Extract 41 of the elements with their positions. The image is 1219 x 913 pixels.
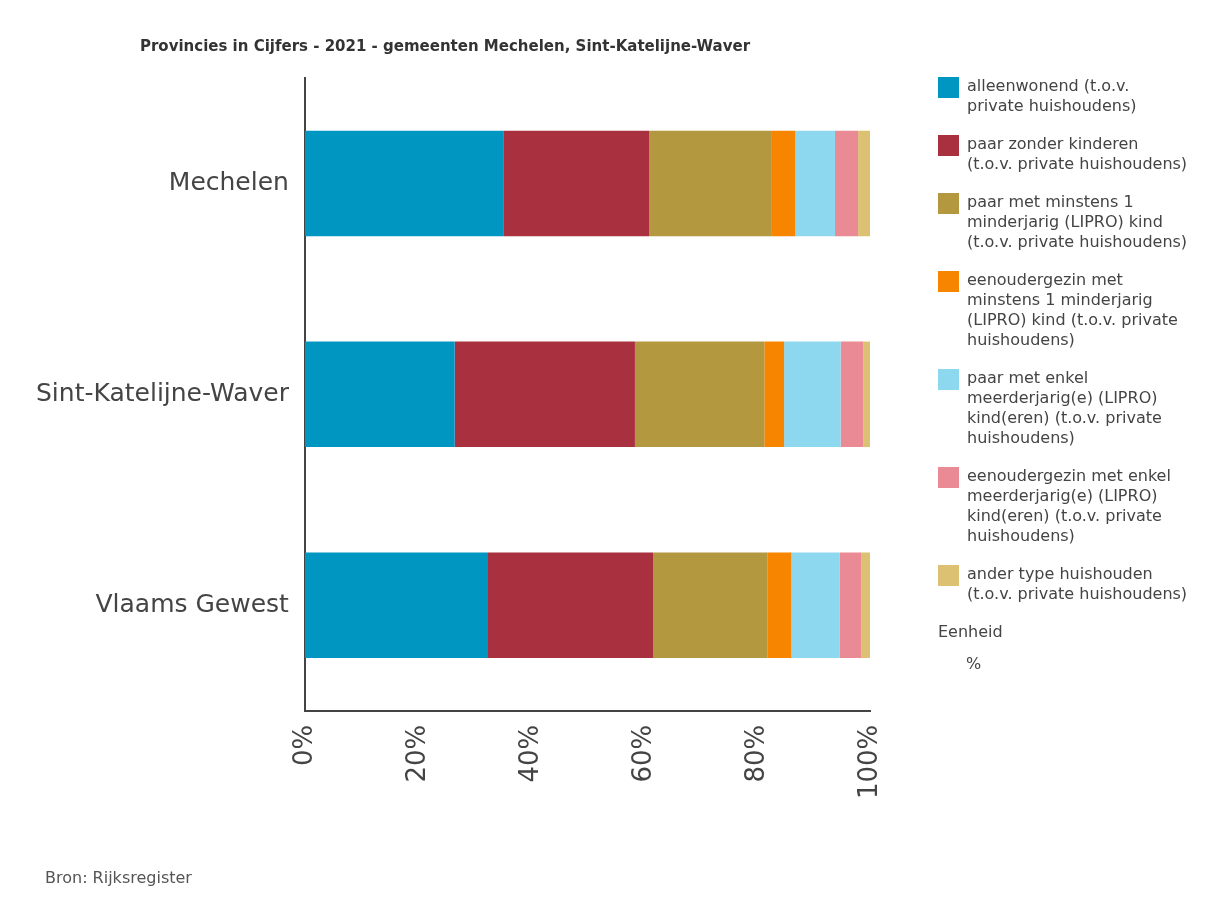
bar bbox=[840, 341, 864, 448]
bar bbox=[649, 130, 772, 237]
bar bbox=[795, 130, 835, 237]
text: Eenheid bbox=[938, 622, 1004, 642]
y-tick-label: Sint-Katelijne-Waver bbox=[36, 377, 290, 407]
bar bbox=[861, 552, 870, 658]
y-tick-label: Mechelen bbox=[168, 166, 289, 196]
legend-label: eenoudergezin met minstens 1 minderjarig (LIPRO) kind (t.o.v. private huishoudens) bbox=[967, 270, 1179, 350]
x-tick-label: 60% bbox=[626, 724, 657, 783]
x-tick-label: 100% bbox=[852, 724, 883, 800]
text: % bbox=[966, 654, 983, 674]
bar bbox=[304, 552, 488, 658]
legend-label: eenoudergezin met enkel meerderjarig(e) (LIPRO) kind(eren) (t.o.v. private huishoudens) bbox=[967, 466, 1172, 546]
bar bbox=[634, 341, 765, 448]
bar bbox=[791, 552, 840, 658]
text: Bron: Rijksregister bbox=[45, 868, 192, 887]
legend-label: paar met enkel meerderjarig(e) (LIPRO) kind(eren) (t.o.v. private huishoudens) bbox=[967, 368, 1163, 448]
legend-label: alleenwonend (t.o.v. private huishoudens) bbox=[967, 76, 1138, 116]
bar bbox=[771, 130, 796, 237]
bar bbox=[304, 130, 504, 237]
legend-label: paar zonder kinderen (t.o.v. private huishoudens) bbox=[967, 134, 1188, 174]
x-tick-label: 20% bbox=[400, 724, 431, 783]
x-tick-label: 40% bbox=[513, 724, 544, 783]
y-tick-label: Vlaams Gewest bbox=[95, 588, 290, 618]
x-tick-label: 0% bbox=[287, 724, 318, 766]
bar bbox=[839, 552, 862, 658]
x-tick-label: 80% bbox=[739, 724, 770, 783]
bar bbox=[767, 552, 792, 658]
bar bbox=[304, 341, 455, 448]
chart-title: Provincies in Cijfers - 2021 - gemeenten Mechelen, Sint-Katelijne-Waver bbox=[139, 36, 751, 55]
bar bbox=[488, 552, 653, 658]
bar bbox=[503, 130, 650, 237]
bar bbox=[858, 130, 870, 237]
bar bbox=[653, 552, 768, 658]
legend-label: paar met minstens 1 minderjarig (LIPRO) kind (t.o.v. private huishoudens) bbox=[967, 192, 1188, 252]
legend-label: ander type huishouden (t.o.v. private huishoudens) bbox=[967, 564, 1188, 604]
bar bbox=[454, 341, 635, 448]
bar bbox=[764, 341, 785, 448]
bar bbox=[834, 130, 859, 237]
bar bbox=[784, 341, 841, 448]
bar bbox=[863, 341, 870, 448]
